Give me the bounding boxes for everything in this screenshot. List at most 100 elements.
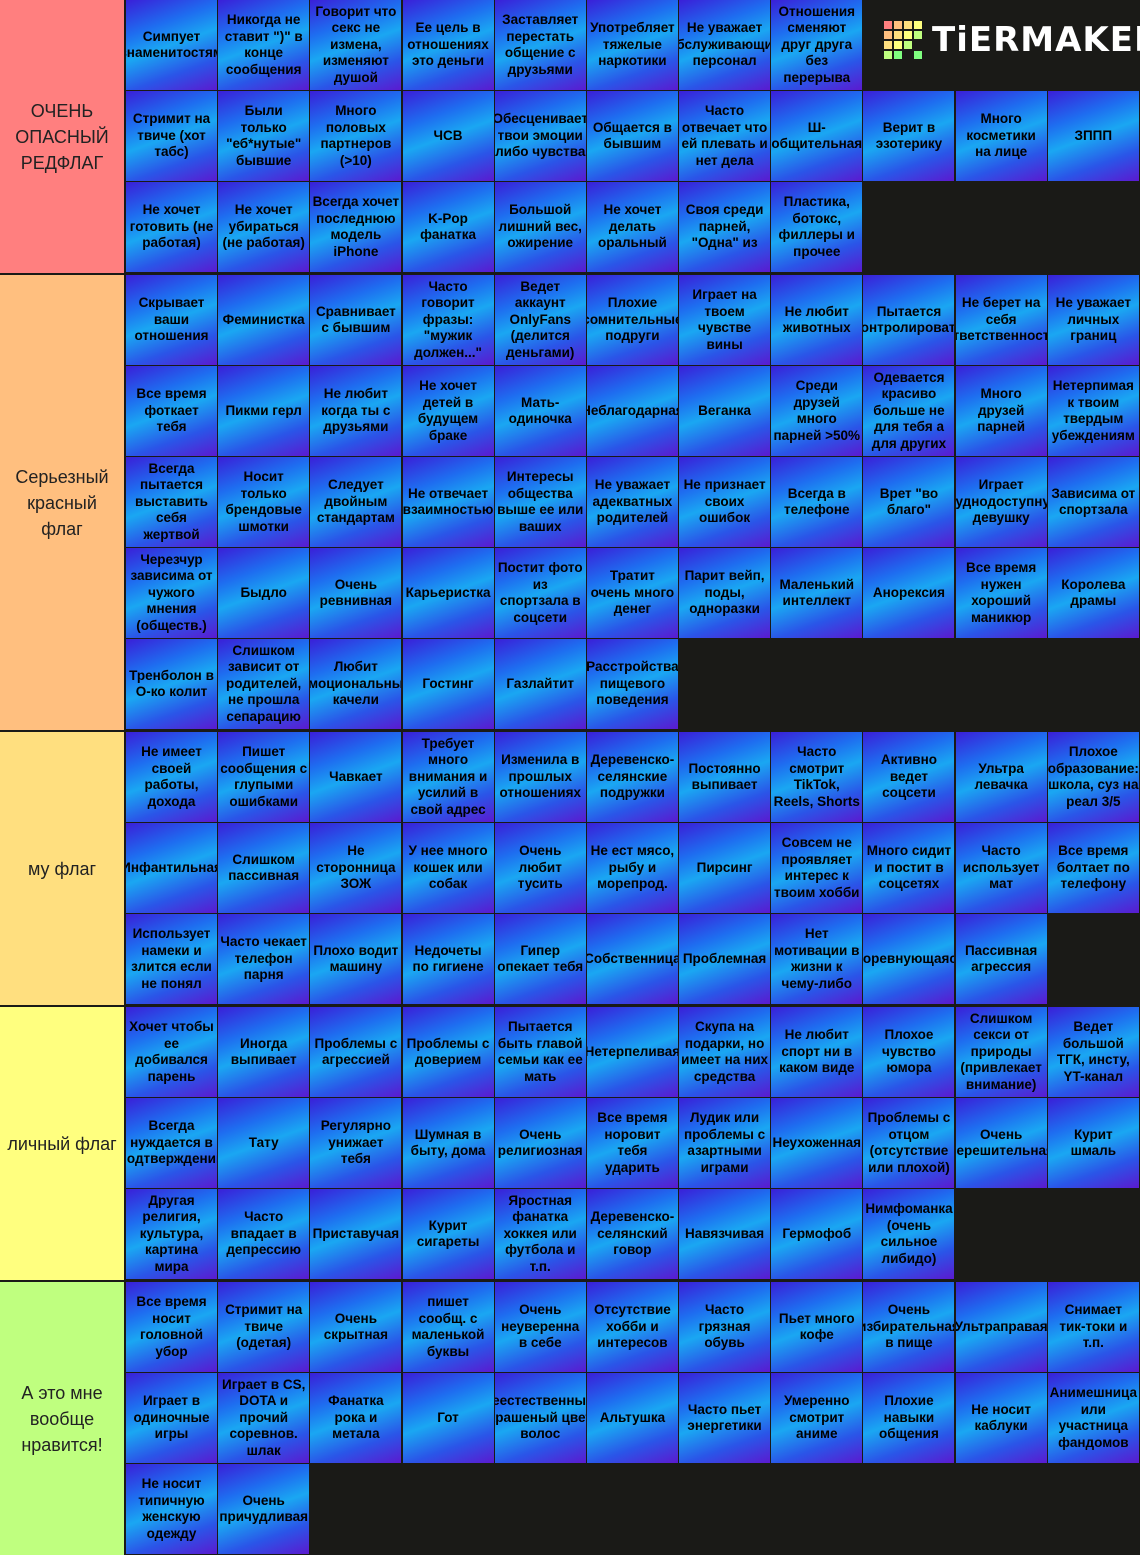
tier-item: Врет "во благо" [863,457,955,547]
tier-item: Плохие навыки общения [863,1373,955,1463]
tier-item: Были только "еб*нутые" бывшие [218,91,310,181]
tier-item: Деревенско-селянские подружки [586,732,678,822]
tier-item: Отсутствие хобби и интересов [586,1282,678,1372]
tier-item: Лудик или проблемы с азартными играми [679,1098,771,1188]
tier-item: Не отвечает взаимностью [402,457,494,547]
tier-item: Употребляет тяжелые наркотики [586,0,678,90]
tier-item: Большой лишний вес, ожирение [494,182,586,272]
tier-item: Слишком секси от природы (привлекает вни… [955,1007,1047,1097]
tier-item: Часто отвечает что ей плевать и нет дела [679,91,771,181]
tier-item: Газлайтит [494,639,586,729]
logo-text: TiERMAKER [932,20,1140,60]
tier-item: Карьеристка [402,548,494,638]
tier-item: Не уважает обслуживающий персонал [679,0,771,90]
tier-item: Соревнующаяся [863,914,955,1004]
tier-item: Играет труднодоступную девушку [955,457,1047,547]
tier-item: Никогда не ставит ")" в конце сообщения [218,0,310,90]
tier-item: Всегда хочет последнюю модель iPhone [310,182,402,272]
tier-item: Не любит животных [771,275,863,365]
tier-item: Нет мотивации в жизни к чему-либо [771,914,863,1004]
tier-item: Заставляет перестать общение с друзьями [494,0,586,90]
tier-item: Все время норовит тебя ударить [586,1098,678,1188]
tier-item: Очень причудливая [218,1464,310,1554]
tier-item: Все время носит головной убор [126,1282,217,1372]
tier-item: Носит только брендовые шмотки [218,457,310,547]
tier-item: Интересы общества выше ее или ваших [494,457,586,547]
tier-item: Нетерпеливая [586,1007,678,1097]
tier-item: Требует много внимания и усилий в свой а… [402,732,494,822]
tier-item: Не уважает личных границ [1047,275,1139,365]
tier-item: Часто использует мат [955,823,1047,913]
tier-item: Тату [218,1098,310,1188]
tier-item: Проблемы с отцом (отсутствие или плохой) [863,1098,955,1188]
tier-item: Все время фоткает тебя [126,366,217,456]
tier-item: Очень нерешительная [955,1098,1047,1188]
tier-label: му флаг [0,732,124,1005]
tier-item: ЧСВ [402,91,494,181]
tier-item: Не любит когда ты с друзьями [310,366,402,456]
tier-item: Плохое образование: школа, суз на реал 3… [1047,732,1139,822]
tier-item: Очень избирательная в пище [863,1282,955,1372]
tier-label: А это мне вообще нравится! [0,1282,124,1555]
tier-item: Гостинг [402,639,494,729]
tier-item: Не уважает адекватных родителей [586,457,678,547]
tier-item: Стримит на твиче (хот табс) [126,91,217,181]
logo-icon [884,21,922,59]
tier-item: Стримит на твиче (одетая) [218,1282,310,1372]
tier-item: K-Pop фанатка [402,182,494,272]
tier-item: Изменила в прошлых отношениях [494,732,586,822]
tier-item: Очень религиозная [494,1098,586,1188]
tier-item: Скупа на подарки, но имеет на них средст… [679,1007,771,1097]
tier-item: Хочет чтобы ее добивался парень [126,1007,217,1097]
tier-item: Не хочет готовить (не работая) [126,182,217,272]
tier-item: Постоянно выпивает [679,732,771,822]
tier-item: Отношения сменяют друг друга без перерыв… [771,0,863,90]
tier-item: Пытается контролировать [863,275,955,365]
tier-label: Серьезный красный флаг [0,275,124,730]
tier-item: Играет в CS, DOTA и прочий соревнов. шла… [218,1373,310,1463]
tier-item: Ультра левачка [955,732,1047,822]
tier-item: Другая религия, культура, картина мира [126,1189,217,1279]
tier-item: Часто грязная обувь [679,1282,771,1372]
tier-item: Очень любит тусить [494,823,586,913]
tier-item: Ведет большой ТГК, инсту, YT-канал [1047,1007,1139,1097]
tier-item: Пирсинг [679,823,771,913]
tier-item: Навязчивая [679,1189,771,1279]
tier-item: Общается в бывшим [586,91,678,181]
tier-item: Тратит очень много денег [586,548,678,638]
tier-item: пишет сообщ. с маленькой буквы [402,1282,494,1372]
tier-item: Шумная в быту, дома [402,1098,494,1188]
tier-item: Использует намеки и злится если не понял [126,914,217,1004]
tier-item: Слишком пассивная [218,823,310,913]
tier-item: Совсем не проявляет интерес к твоим хобб… [771,823,863,913]
tier-item: Плохое чувство юмора [863,1007,955,1097]
tier-item: Сравнивает с бывшим [310,275,402,365]
tier-item: Не хочет убираться (не работая) [218,182,310,272]
tier-item: Не хочет детей в будущем браке [402,366,494,456]
tier-item: Нетерпимая к твоим твердым убеждениям [1047,366,1139,456]
tier-item: Всегда нуждается в подтверждении [126,1098,217,1188]
tier-item: Не имеет своей работы, дохода [126,732,217,822]
tier-item: Говорит что секс не измена, изменяют душ… [310,0,402,90]
tier-item: Быдло [218,548,310,638]
tier-item: Играет в одиночные игры [126,1373,217,1463]
tier-item: Одевается красиво больше не для тебя а д… [863,366,955,456]
tier-label: личный флаг [0,1007,124,1280]
tier-item: Регулярно унижает тебя [310,1098,402,1188]
tier-item: Не любит спорт ни в каком виде [771,1007,863,1097]
tier-item: Часто смотрит TikTok, Reels, Shorts [771,732,863,822]
tier-item: ЗППП [1047,91,1139,181]
tier-item: Неблагодарная [586,366,678,456]
tier-item: Проблемы с доверием [402,1007,494,1097]
tier-item: Не ест мясо, рыбу и морепрод. [586,823,678,913]
tier-item: Парит вейп, поды, одноразки [679,548,771,638]
tier-item: Мать-одиночка [494,366,586,456]
tier-item: Плохие (сомнительные) подруги [586,275,678,365]
tier-item: Тренболон в О-ко колит [126,639,217,729]
tier-item: Гермофоб [771,1189,863,1279]
tier-item: Верит в эзотерику [863,91,955,181]
tier-item: Неестественный, крашеный цвет волос [494,1373,586,1463]
tier-item: Альтушка [586,1373,678,1463]
tier-item: Неухоженная [771,1098,863,1188]
